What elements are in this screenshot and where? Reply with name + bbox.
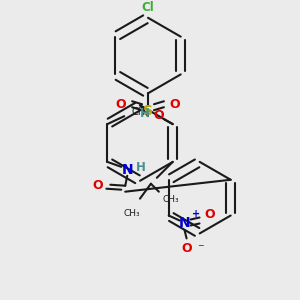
Text: Cl: Cl xyxy=(142,1,154,14)
Text: H: H xyxy=(140,107,150,120)
Text: O: O xyxy=(181,242,192,255)
Text: S: S xyxy=(143,104,153,118)
Text: CH₃: CH₃ xyxy=(124,209,140,218)
Text: O: O xyxy=(204,208,215,221)
Text: O: O xyxy=(169,98,180,111)
Text: ⁻: ⁻ xyxy=(197,242,204,255)
Text: CH₃: CH₃ xyxy=(163,195,179,204)
Text: H: H xyxy=(136,161,146,174)
Text: O: O xyxy=(154,109,164,122)
Text: CH₃: CH₃ xyxy=(131,107,149,117)
Text: N: N xyxy=(179,217,190,230)
Text: N: N xyxy=(122,163,133,177)
Text: +: + xyxy=(193,208,201,218)
Text: O: O xyxy=(92,179,103,192)
Text: O: O xyxy=(116,98,127,111)
